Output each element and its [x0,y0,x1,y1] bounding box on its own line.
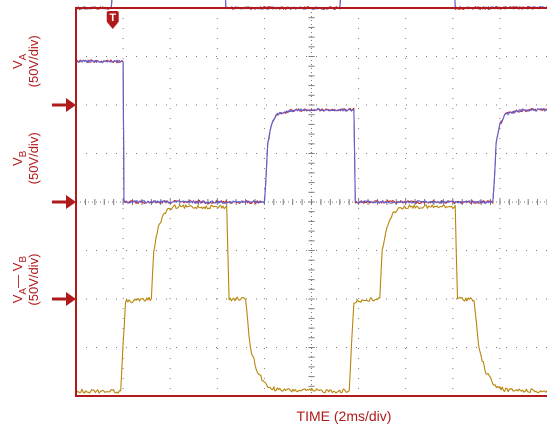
trigger-marker: T [106,11,119,29]
channel-scale: (50V/div) [26,35,41,87]
trigger-marker-label: T [109,12,116,24]
trace-va-minus-vb [75,204,547,394]
label-main: V [10,60,25,69]
label-part: A [18,288,29,295]
trace-vb-blue [75,59,547,204]
label-part: B [18,256,29,263]
channel-scale: (50V/div) [26,132,41,184]
label-sub: B [18,150,29,157]
channel-name: VA [10,53,29,69]
ground-arrow-head [66,292,76,306]
x-axis-label: TIME (2ms/div) [296,408,392,424]
ground-arrow-head [66,98,76,112]
channel-labels: VA(50V/div)VB(50V/div)VA— VB(50V/div) [10,35,76,306]
channel-label-vb: VB(50V/div) [10,132,41,184]
graticule [75,7,547,397]
channel-label-va: VA(50V/div) [10,35,41,87]
label-sub: A [18,53,29,60]
label-part: — V [10,262,25,288]
ground-arrow-head [66,195,76,209]
trigger-marker-pointer [107,23,118,29]
channel-name: VA— VB [10,256,29,304]
label-main: V [10,157,25,166]
label-part: V [10,294,25,303]
trigger-marker-box [106,11,119,23]
channel-name: VB [10,150,29,166]
channel-scale: (50V/div) [26,254,41,306]
channel-label-va-vb: VA— VB(50V/div) [10,254,41,306]
trace-vb-red [75,59,547,205]
